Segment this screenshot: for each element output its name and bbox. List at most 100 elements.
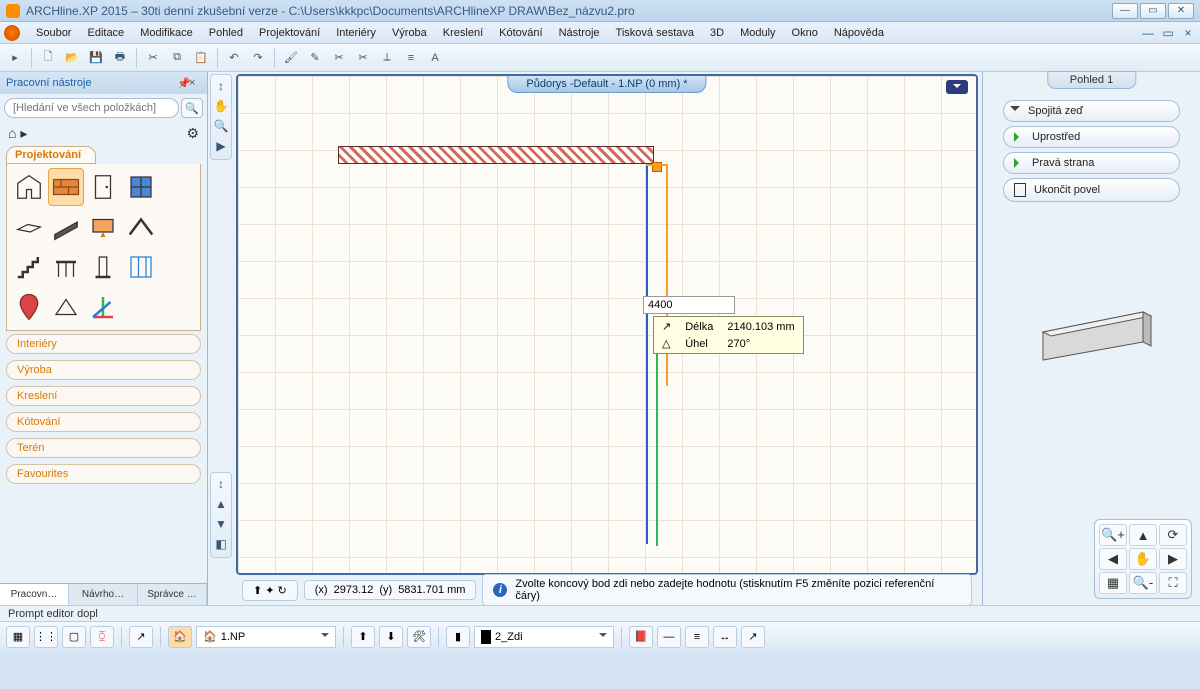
cut-button[interactable]: ✂ <box>142 47 164 69</box>
vt2-up-icon[interactable]: ▲ <box>213 497 229 513</box>
vt2-updown-icon[interactable]: ↕ <box>213 477 229 493</box>
tool-roof[interactable] <box>123 208 158 246</box>
tool-ceiling[interactable] <box>86 208 121 246</box>
menu-moduly[interactable]: Moduly <box>732 23 783 43</box>
bb-arrow1[interactable]: ↔ <box>713 626 737 648</box>
vt-hand-icon[interactable]: ✋ <box>213 99 229 115</box>
menu-nastroje[interactable]: Nástroje <box>551 23 608 43</box>
bb-layer-icon[interactable]: ▮ <box>446 626 470 648</box>
measure-button[interactable]: ⟂ <box>376 47 398 69</box>
menu-editace[interactable]: Editace <box>79 23 132 43</box>
align-button[interactable]: ≡ <box>400 47 422 69</box>
drawing-canvas[interactable]: Půdorys -Default - 1.NP (0 mm) * ↗Délka2… <box>236 74 978 575</box>
nav-zoom-in[interactable]: 🔍+ <box>1099 524 1127 546</box>
copy-button[interactable]: ⧉ <box>166 47 188 69</box>
nav-right[interactable]: ▶ <box>1159 548 1187 570</box>
eyedrop-button[interactable]: ✎ <box>304 47 326 69</box>
option-spojita-zed[interactable]: Spojitá zeď <box>1003 100 1180 122</box>
bb-floor-icon[interactable]: 🏠 <box>168 626 192 648</box>
tool-door[interactable] <box>86 168 121 206</box>
nav-pan[interactable]: ✋ <box>1129 548 1157 570</box>
tool-window[interactable] <box>123 168 158 206</box>
close-button[interactable]: ✕ <box>1168 3 1194 19</box>
menu-modifikace[interactable]: Modifikace <box>132 23 201 43</box>
maximize-button[interactable]: ▭ <box>1140 3 1166 19</box>
tool-curtainwall[interactable] <box>123 248 158 286</box>
vt-cursor-icon[interactable]: ↕ <box>213 79 229 95</box>
bottom-tab-pracovni[interactable]: Pracovn… <box>0 584 69 605</box>
menu-kresleni[interactable]: Kreslení <box>435 23 491 43</box>
tool-shape[interactable] <box>48 288 83 326</box>
bb-snap2[interactable]: ⋮⋮ <box>34 626 58 648</box>
accordion-interiery[interactable]: Interiéry <box>6 334 201 354</box>
vt-zoom-icon[interactable]: 🔍 <box>213 119 229 135</box>
search-button[interactable]: 🔍 <box>181 98 203 118</box>
menu-3d[interactable]: 3D <box>702 23 732 43</box>
bottom-tab-spravce[interactable]: Správce … <box>138 584 207 605</box>
search-input[interactable] <box>4 98 179 118</box>
tool-site[interactable] <box>11 288 46 326</box>
home-icon[interactable]: ⌂ ▸ <box>8 125 27 142</box>
bb-tools[interactable]: 🛠 <box>407 626 431 648</box>
canvas-tab[interactable]: Půdorys -Default - 1.NP (0 mm) * <box>507 75 706 93</box>
menu-vyroba[interactable]: Výroba <box>384 23 435 43</box>
right-panel-tab[interactable]: Pohled 1 <box>1047 71 1136 89</box>
option-ukoncit[interactable]: Ukončit povel <box>1003 178 1180 202</box>
panel-close-icon[interactable]: × <box>189 77 201 89</box>
tool-stairs[interactable] <box>11 248 46 286</box>
menu-tiskova[interactable]: Tisková sestava <box>608 23 702 43</box>
menu-kotovani[interactable]: Kótování <box>491 23 550 43</box>
pin-icon[interactable]: 📌 <box>177 77 189 90</box>
mdi-close-icon[interactable]: × <box>1180 26 1196 40</box>
minimize-button[interactable]: — <box>1112 3 1138 19</box>
option-prava-strana[interactable]: Pravá strana <box>1003 152 1180 174</box>
bb-weight[interactable]: ≡ <box>685 626 709 648</box>
accordion-kresleni[interactable]: Kreslení <box>6 386 201 406</box>
option-uprostred[interactable]: Uprostřed <box>1003 126 1180 148</box>
bottom-tab-navrho[interactable]: Návrho… <box>69 584 138 605</box>
layer-select[interactable]: 2_Zdi <box>474 626 614 648</box>
bb-arrow2[interactable]: ↗ <box>741 626 765 648</box>
save-button[interactable]: 💾 <box>85 47 107 69</box>
trim-button[interactable]: ✂ <box>352 47 374 69</box>
open-button[interactable]: 📂 <box>61 47 83 69</box>
nav-left[interactable]: ◀ <box>1099 548 1127 570</box>
tool-wall[interactable] <box>48 168 83 206</box>
new-button[interactable]: ▸ <box>4 47 26 69</box>
menu-okno[interactable]: Okno <box>784 23 826 43</box>
prompt-editor[interactable]: Prompt editor dopl <box>0 605 1200 621</box>
tool-ramp[interactable] <box>48 208 83 246</box>
mdi-restore-icon[interactable]: ▭ <box>1160 26 1176 40</box>
menu-soubor[interactable]: Soubor <box>28 23 79 43</box>
tool-railing[interactable] <box>48 248 83 286</box>
nav-zoom-out[interactable]: 🔍- <box>1129 572 1157 594</box>
menu-napoveda[interactable]: Nápověda <box>826 23 892 43</box>
scissors-button[interactable]: ✂ <box>328 47 350 69</box>
accordion-favourites[interactable]: Favourites <box>6 464 201 484</box>
length-input[interactable] <box>643 296 735 314</box>
accordion-vyroba[interactable]: Výroba <box>6 360 201 380</box>
floor-select[interactable]: 🏠 1.NP <box>196 626 336 648</box>
bb-line[interactable]: ― <box>657 626 681 648</box>
gear-icon[interactable]: ⚙ <box>186 125 199 142</box>
new-doc-button[interactable]: 🗋 <box>37 47 59 69</box>
bb-axis[interactable]: ↗ <box>129 626 153 648</box>
bb-down[interactable]: ⬇ <box>379 626 403 648</box>
accordion-teren[interactable]: Terén <box>6 438 201 458</box>
tool-slab[interactable] <box>11 208 46 246</box>
nav-fit[interactable]: ⛶ <box>1159 572 1187 594</box>
tool-axis[interactable] <box>86 288 121 326</box>
vt-play-icon[interactable]: ▶ <box>213 139 229 155</box>
bb-book[interactable]: 📕 <box>629 626 653 648</box>
category-tab-projektovani[interactable]: Projektování <box>6 146 96 164</box>
bb-up[interactable]: ⬆ <box>351 626 375 648</box>
bb-ortho[interactable]: ▢ <box>62 626 86 648</box>
redo-button[interactable]: ↷ <box>247 47 269 69</box>
nav-up[interactable]: ▲ <box>1129 524 1157 546</box>
accordion-kotovani[interactable]: Kótování <box>6 412 201 432</box>
brush-button[interactable]: 🖌 <box>280 47 302 69</box>
undo-button[interactable]: ↶ <box>223 47 245 69</box>
menu-projektovani[interactable]: Projektování <box>251 23 328 43</box>
paste-button[interactable]: 📋 <box>190 47 212 69</box>
mdi-minimize-icon[interactable]: — <box>1140 26 1156 40</box>
